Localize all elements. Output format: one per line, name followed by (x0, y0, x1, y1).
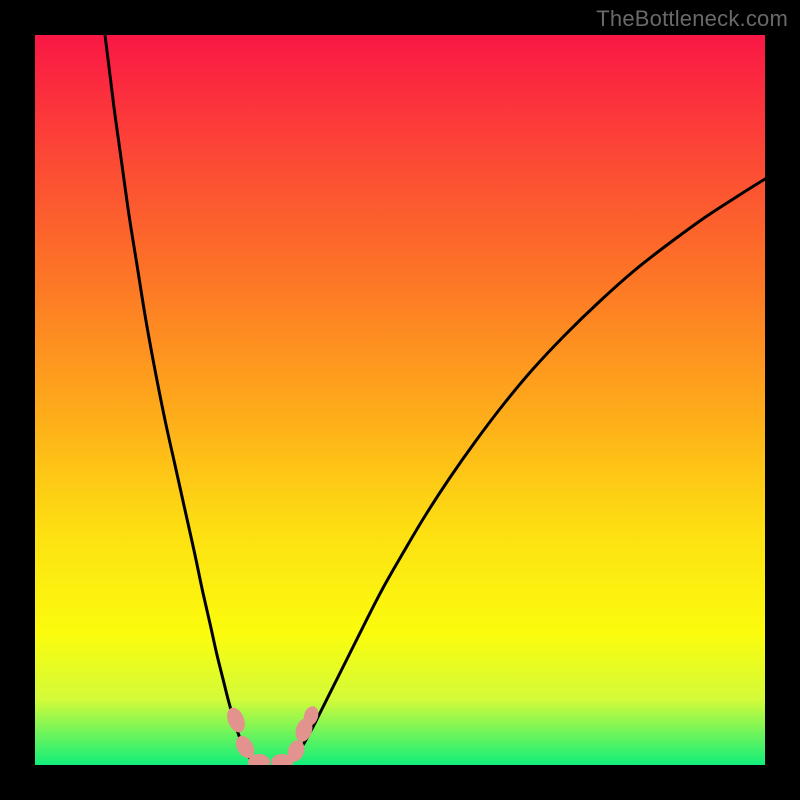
curve-left (105, 35, 261, 765)
watermark-text: TheBottleneck.com (596, 6, 788, 32)
chart-svg (35, 35, 765, 765)
marker-point (224, 705, 249, 735)
curve-right (284, 179, 765, 765)
chart-plot-area (35, 35, 765, 765)
